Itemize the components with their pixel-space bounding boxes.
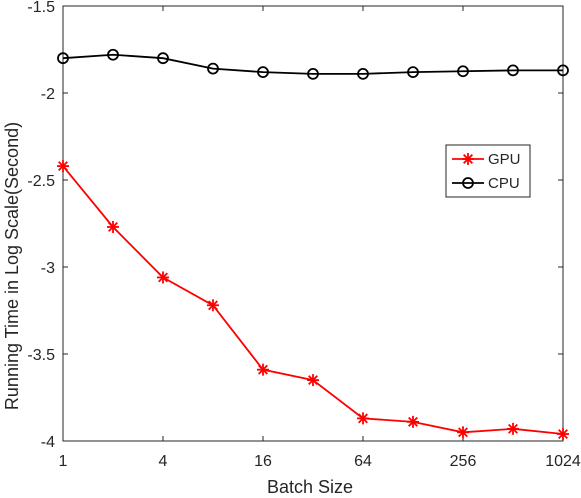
data-point-gpu [307,374,319,387]
legend-item-cpu: CPU [452,175,520,192]
data-point-gpu [207,299,219,312]
y-axis-label: Running Time in Log Scale(Second) [2,122,22,410]
x-tick-label: 4 [159,453,168,470]
y-tick-label: -1.5 [27,0,55,16]
data-point-cpu [357,67,369,80]
legend-label-gpu: GPU [488,151,521,168]
data-point-gpu [107,220,119,233]
data-point-cpu [407,66,419,79]
data-point-cpu [107,48,119,61]
data-point-cpu [157,52,169,65]
data-point-cpu [307,67,319,80]
data-point-cpu [507,64,519,77]
y-tick-label: -2 [41,86,55,103]
data-point-gpu [357,412,369,425]
x-tick-label: 1024 [545,453,581,470]
legend-marker-gpu [462,153,474,165]
legend: GPU CPU [445,144,531,198]
x-axis-label: Batch Size [267,477,353,497]
data-point-gpu [407,415,419,428]
data-point-cpu [557,64,569,77]
y-tick-label: -3 [41,260,55,277]
x-tick-label: 16 [254,453,272,470]
y-tick-label: -4 [41,434,55,451]
data-point-cpu [457,65,469,78]
legend-item-gpu: GPU [452,151,521,168]
legend-label-cpu: CPU [488,175,520,192]
x-tick-label: 64 [354,453,372,470]
data-point-gpu [507,422,519,435]
y-tick-label: -3.5 [27,347,55,364]
axis-ticks: 1 4 16 64 256 1024 -4 -3.5 -3 -2.5 -2 -1.5 [27,0,580,470]
data-point-gpu [57,160,69,173]
y-tick-label: -2.5 [27,173,55,190]
series-cpu [57,48,569,80]
data-point-cpu [57,52,69,65]
series-gpu [57,160,569,441]
data-point-gpu [457,426,469,439]
data-point-cpu [207,62,219,75]
data-point-gpu [157,271,169,284]
legend-box [445,144,531,198]
legend-marker-cpu [462,177,474,189]
series-layer [57,48,569,441]
x-tick-label: 256 [450,453,477,470]
series-line-cpu [62,53,563,75]
data-point-cpu [257,66,269,79]
data-point-gpu [557,428,569,441]
data-point-gpu [257,363,269,376]
x-tick-label: 1 [59,453,68,470]
